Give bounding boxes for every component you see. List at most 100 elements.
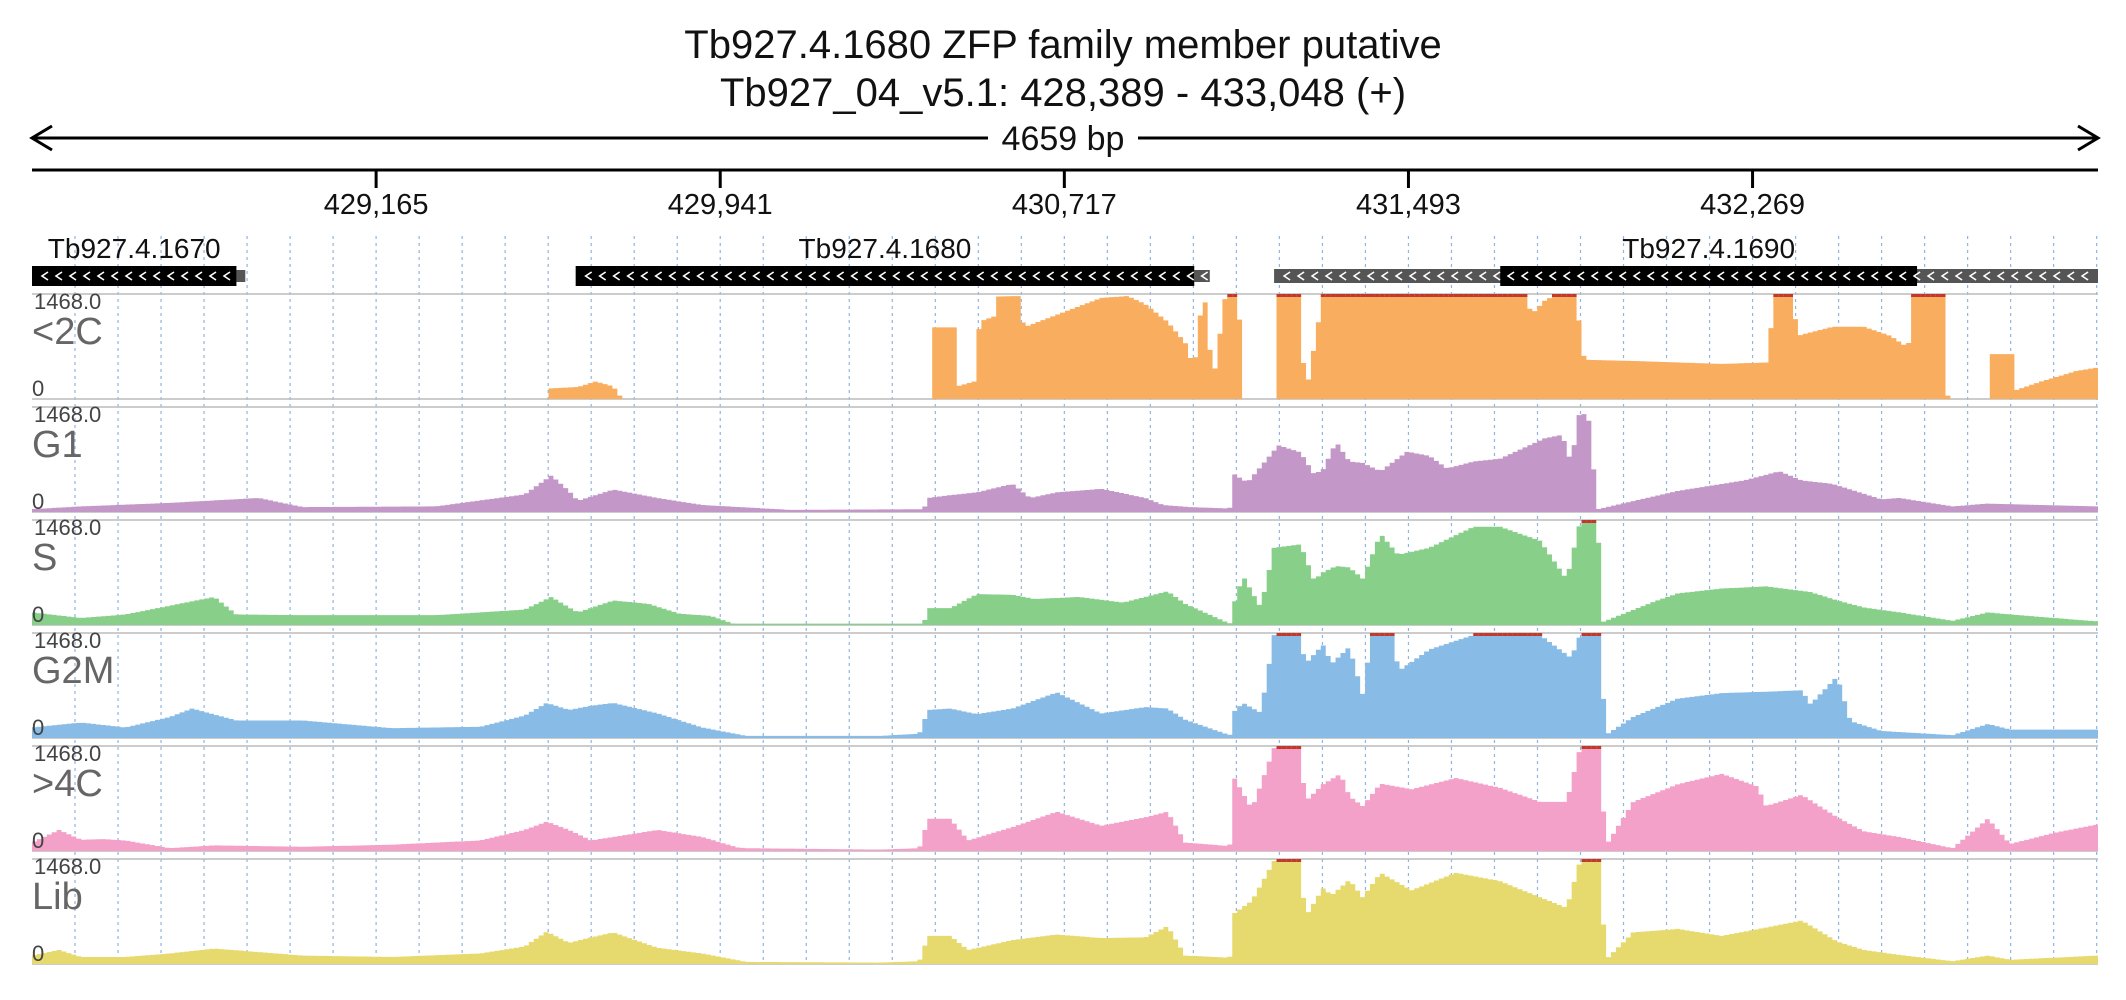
gene-cds <box>575 266 1195 286</box>
strand-arrow-icon <box>794 271 803 281</box>
strand-arrow-icon <box>1590 271 1599 281</box>
track-min-label: 0 <box>32 602 44 627</box>
strand-arrow-icon <box>1800 271 1809 281</box>
strand-arrow-icon <box>1450 271 1459 281</box>
strand-arrow-icon <box>1884 271 1893 281</box>
saturation-mark <box>1296 294 1302 297</box>
saturation-mark <box>1497 294 1503 297</box>
gene-label: Tb927.4.1670 <box>48 233 221 264</box>
saturation-mark <box>1773 294 1779 297</box>
strand-arrow-icon <box>1772 271 1781 281</box>
saturation-mark <box>1296 633 1302 636</box>
saturation-mark <box>1443 294 1449 297</box>
saturation-mark <box>1458 294 1464 297</box>
track-name-label: G1 <box>32 424 83 466</box>
saturation-mark <box>1429 294 1434 297</box>
strand-arrow-icon <box>584 271 593 281</box>
strand-arrow-icon <box>1926 271 1935 281</box>
strand-arrow-icon <box>808 271 817 281</box>
coverage-area <box>32 414 2098 512</box>
strand-arrow-icon <box>1436 271 1445 281</box>
strand-arrow-icon <box>1422 271 1431 281</box>
strand-arrow-icon <box>1380 271 1389 281</box>
gene-utr <box>236 270 246 282</box>
strand-arrow-icon <box>906 271 915 281</box>
track-min-label: 0 <box>32 715 44 740</box>
strand-arrow-icon <box>1842 271 1851 281</box>
strand-arrow-icon <box>1828 271 1837 281</box>
saturation-mark <box>1591 746 1597 749</box>
strand-arrow-icon <box>1338 271 1347 281</box>
gene-label: Tb927.4.1690 <box>1622 233 1795 264</box>
strand-arrow-icon <box>1116 271 1125 281</box>
strand-arrow-icon <box>626 271 635 281</box>
saturation-mark <box>1522 633 1528 636</box>
saturation-mark <box>1911 294 1916 297</box>
saturation-mark <box>1335 294 1341 297</box>
strand-arrow-icon <box>752 271 761 281</box>
saturation-mark <box>1276 633 1282 636</box>
track-<2C: 1468.0<2C 0 <box>32 289 2098 401</box>
strand-arrow-icon <box>724 271 733 281</box>
track-max-label: 1468.0 <box>34 854 101 879</box>
strand-arrow-icon <box>878 271 887 281</box>
strand-arrow-icon <box>1394 271 1403 281</box>
strand-arrow-icon <box>1982 271 1991 281</box>
axis-tick-label: 429,941 <box>668 189 773 221</box>
saturation-mark <box>1551 294 1557 297</box>
coverage-tracks: 1468.0<2C01468.0G101468.0S01468.0G2M0146… <box>32 289 2098 966</box>
span-length-label: 4659 bp <box>1002 120 1125 158</box>
saturation-mark <box>1355 294 1361 297</box>
coverage-area <box>32 296 2098 399</box>
strand-arrow-icon <box>96 271 105 281</box>
strand-arrow-icon <box>654 271 663 281</box>
saturation-mark <box>1404 294 1410 297</box>
strand-arrow-icon <box>1506 271 1515 281</box>
strand-arrow-icon <box>2066 271 2075 281</box>
strand-arrow-icon <box>1912 271 1921 281</box>
saturation-mark <box>1581 859 1587 862</box>
strand-arrow-icon <box>1130 271 1139 281</box>
strand-arrow-icon <box>780 271 789 281</box>
track-name-label: S <box>32 537 57 579</box>
saturation-mark <box>1389 633 1395 636</box>
track-max-label: 1468.0 <box>34 289 101 314</box>
track-G1: 1468.0G1 0 <box>32 402 2098 514</box>
saturation-mark <box>1384 633 1390 636</box>
saturation-mark <box>1517 294 1523 297</box>
strand-arrow-icon <box>208 271 217 281</box>
strand-arrow-icon <box>668 271 677 281</box>
strand-arrow-icon <box>54 271 63 281</box>
strand-arrow-icon <box>1996 271 2005 281</box>
saturation-mark <box>1281 294 1287 297</box>
saturation-mark <box>1227 294 1233 297</box>
strand-arrow-icon <box>1856 271 1865 281</box>
saturation-mark <box>1369 633 1375 636</box>
strand-arrow-icon <box>138 271 147 281</box>
saturation-mark <box>1492 294 1498 297</box>
saturation-mark <box>1281 633 1287 636</box>
saturation-mark <box>1360 294 1366 297</box>
strand-arrow-icon <box>2010 271 2019 281</box>
track-min-label: 0 <box>32 941 44 966</box>
strand-arrow-icon <box>766 271 775 281</box>
saturation-mark <box>1232 294 1238 297</box>
saturation-mark <box>1596 633 1602 636</box>
saturation-mark <box>1453 294 1459 297</box>
coverage-area <box>32 748 2098 851</box>
strand-arrow-icon <box>1562 271 1571 281</box>
strand-arrow-icon <box>1954 271 1963 281</box>
axis-tick-label: 432,269 <box>1700 189 1805 221</box>
coverage-area <box>32 635 2098 738</box>
strand-arrow-icon <box>110 271 119 281</box>
saturation-mark <box>1788 294 1794 297</box>
strand-arrow-icon <box>1534 271 1543 281</box>
strand-arrow-icon <box>1310 271 1319 281</box>
saturation-mark <box>1492 633 1498 636</box>
saturation-mark <box>1586 633 1592 636</box>
saturation-mark <box>1463 294 1469 297</box>
strand-arrow-icon <box>864 271 873 281</box>
saturation-mark <box>1340 294 1346 297</box>
